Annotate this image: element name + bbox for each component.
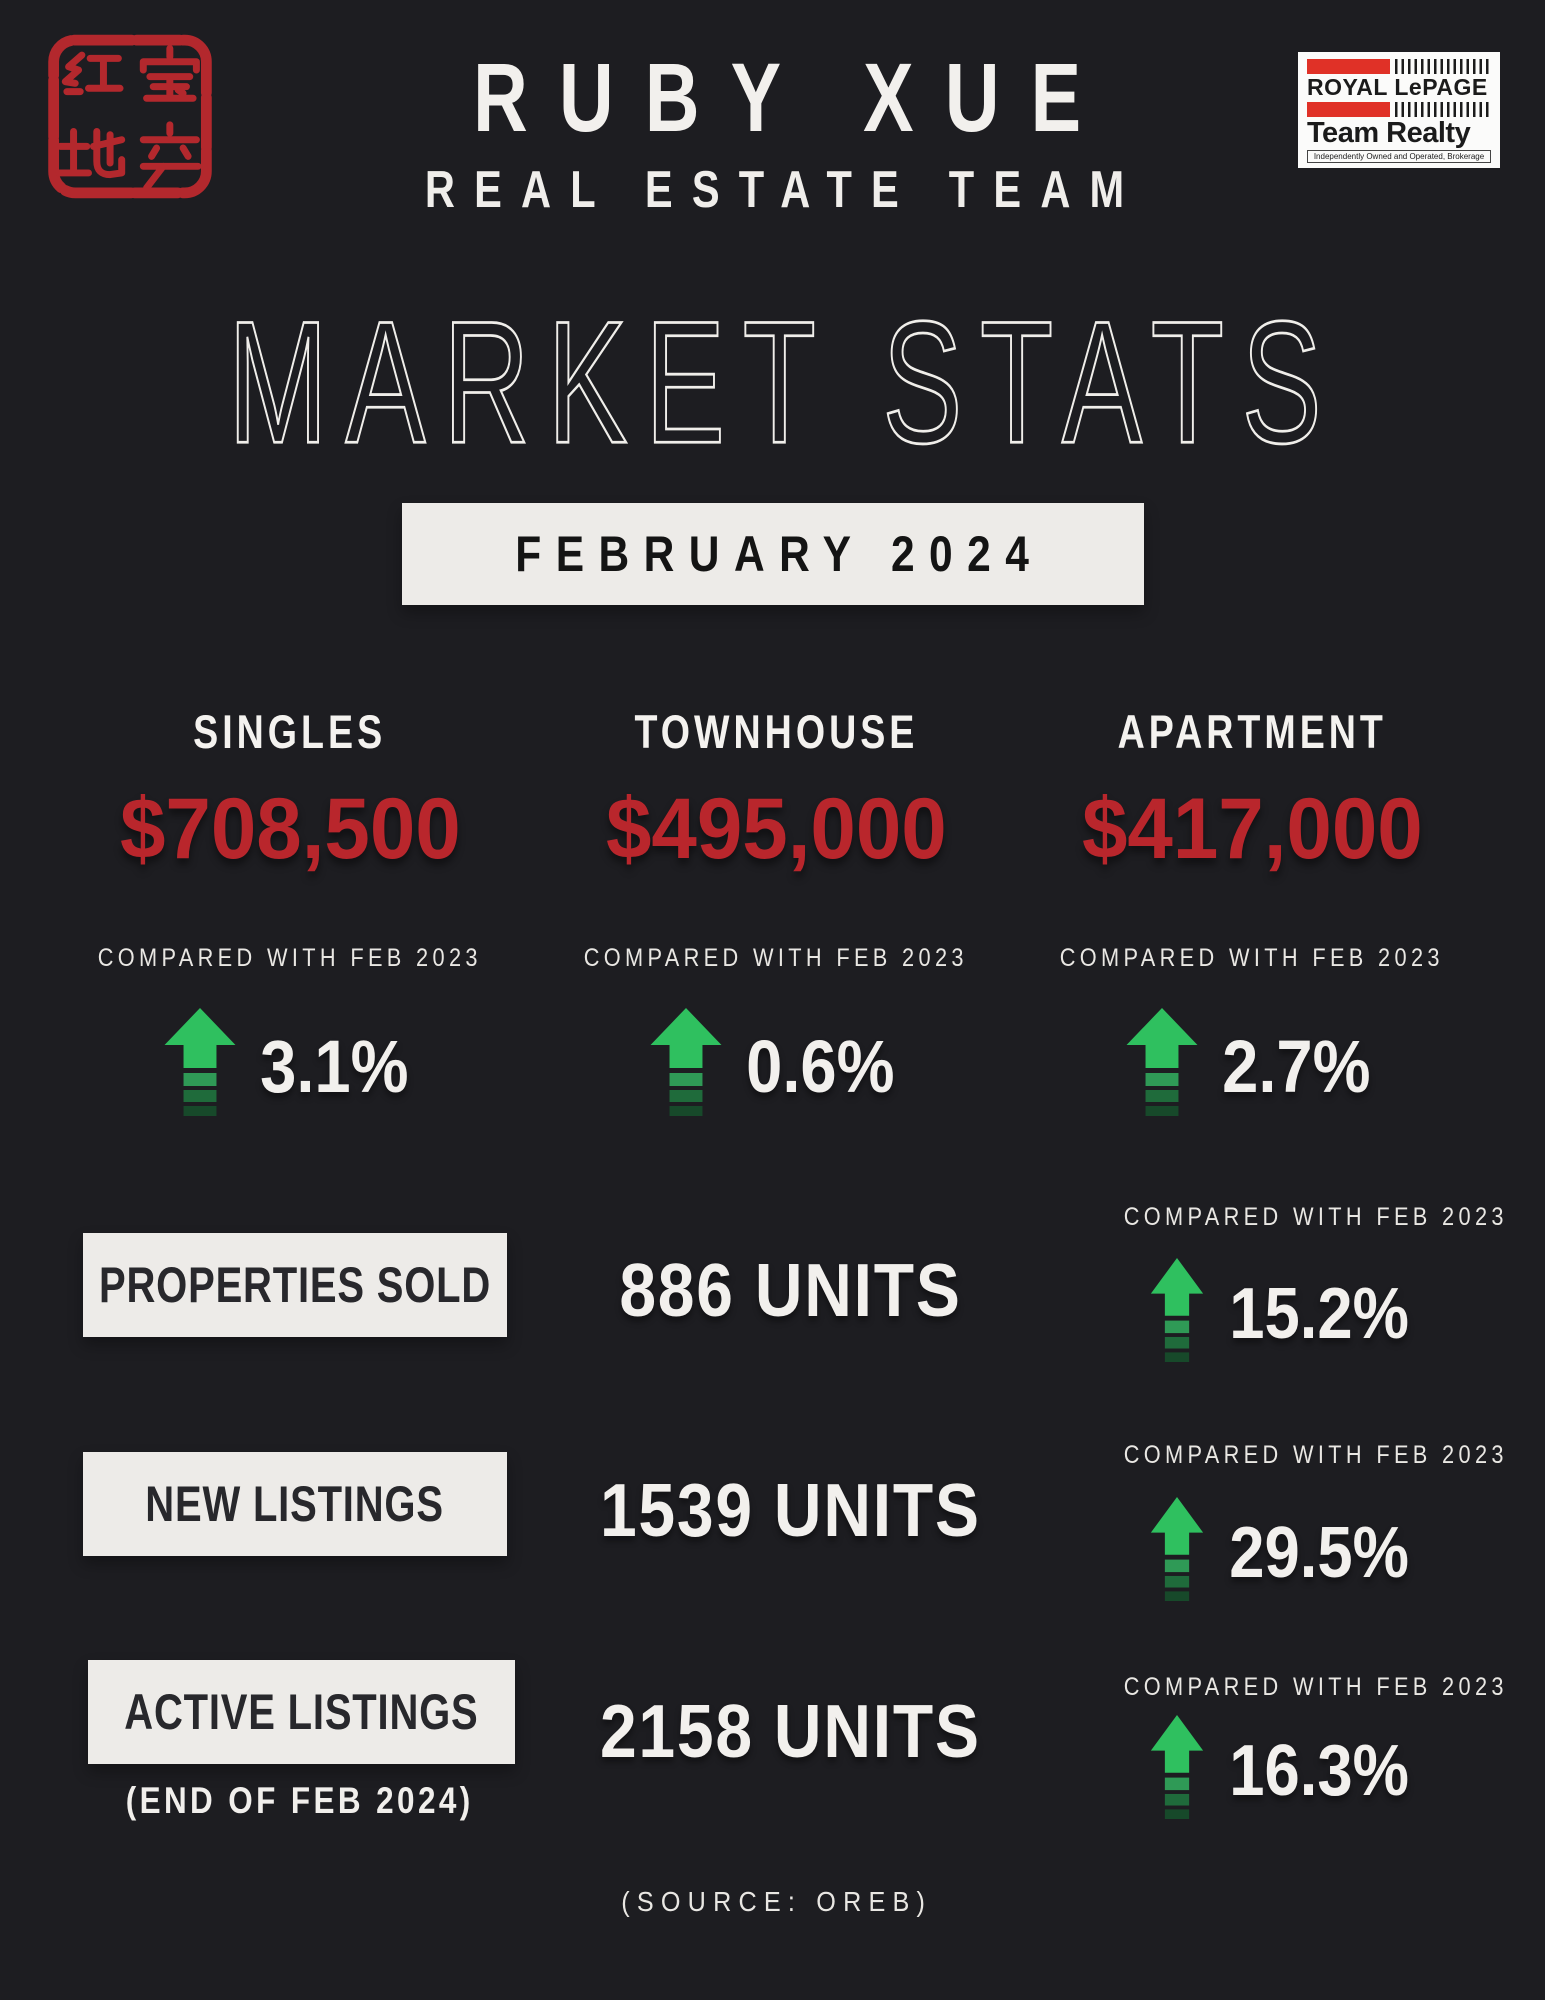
compare-label: COMPARED WITH FEB 2023 bbox=[1059, 944, 1445, 972]
column-header-townhouse: TOWNHOUSE bbox=[634, 705, 918, 758]
page-title: MARKET STATS bbox=[227, 283, 1340, 481]
singles-price: $708,500 bbox=[119, 781, 461, 877]
new-listings-change-value: 29.5% bbox=[1229, 1512, 1409, 1593]
new-listings-value: 1539 UNITS bbox=[599, 1468, 981, 1552]
column-header-apartment: APARTMENT bbox=[1117, 705, 1387, 758]
company-seal: 红宝地产 bbox=[47, 33, 213, 200]
logo-stripe-bar bbox=[1307, 101, 1491, 117]
apartment-price: $417,000 bbox=[1081, 781, 1423, 877]
townhouse-price: $495,000 bbox=[605, 781, 947, 877]
active-listings-change-value: 16.3% bbox=[1229, 1730, 1409, 1811]
compare-label: COMPARED WITH FEB 2023 bbox=[583, 944, 969, 972]
logo-royal-lepage-text: ROYAL LePAGE bbox=[1307, 74, 1488, 101]
properties-sold-change: 15.2% bbox=[1095, 1258, 1475, 1362]
compare-label: COMPARED WITH FEB 2023 bbox=[1123, 1673, 1508, 1701]
source-note: (SOURCE: OREB) bbox=[621, 1886, 932, 1917]
compare-label: COMPARED WITH FEB 2023 bbox=[1123, 1441, 1508, 1469]
compare-label: COMPARED WITH FEB 2023 bbox=[97, 944, 483, 972]
up-arrow-icon bbox=[1150, 1497, 1204, 1601]
logo-stripe-bar bbox=[1307, 59, 1491, 74]
column-header-singles: SINGLES bbox=[193, 705, 387, 758]
logo-brokerage-text: Independently Owned and Operated, Broker… bbox=[1307, 150, 1491, 163]
up-arrow-icon bbox=[164, 1008, 236, 1116]
royal-lepage-logo: ROYAL LePAGE Team Realty Independently O… bbox=[1298, 52, 1500, 168]
logo-red-bar bbox=[1307, 59, 1390, 74]
active-listings-change: 16.3% bbox=[1095, 1715, 1475, 1819]
singles-change: 3.1% bbox=[60, 1008, 520, 1116]
properties-sold-change-value: 15.2% bbox=[1229, 1273, 1409, 1354]
singles-change-value: 3.1% bbox=[259, 1024, 409, 1108]
active-listings-sublabel: (END OF FEB 2024) bbox=[126, 1780, 474, 1821]
brand-name: RUBY XUE bbox=[472, 43, 1113, 152]
logo-team-realty-text: Team Realty bbox=[1307, 116, 1471, 149]
brand-subtitle: REAL ESTATE TEAM bbox=[425, 161, 1144, 219]
period-label: FEBRUARY 2024 bbox=[515, 526, 1044, 582]
up-arrow-icon bbox=[1126, 1008, 1198, 1116]
new-listings-change: 29.5% bbox=[1095, 1497, 1475, 1601]
townhouse-change-value: 0.6% bbox=[745, 1024, 895, 1108]
up-arrow-icon bbox=[650, 1008, 722, 1116]
seal-stamp-icon bbox=[48, 34, 212, 199]
active-listings-label-box: ACTIVE LISTINGS bbox=[88, 1660, 515, 1764]
properties-sold-value: 886 UNITS bbox=[618, 1248, 962, 1332]
apartment-change-value: 2.7% bbox=[1221, 1024, 1371, 1108]
period-banner: FEBRUARY 2024 bbox=[401, 503, 1144, 605]
up-arrow-icon bbox=[1150, 1715, 1204, 1819]
apartment-change: 2.7% bbox=[1022, 1008, 1482, 1116]
logo-stripes bbox=[1394, 59, 1491, 74]
compare-label: COMPARED WITH FEB 2023 bbox=[1123, 1203, 1508, 1231]
properties-sold-label-box: PROPERTIES SOLD bbox=[83, 1233, 507, 1337]
up-arrow-icon bbox=[1150, 1258, 1204, 1362]
new-listings-label-box: NEW LISTINGS bbox=[83, 1452, 507, 1556]
logo-red-bar bbox=[1307, 101, 1390, 117]
logo-stripes bbox=[1394, 101, 1491, 117]
townhouse-change: 0.6% bbox=[546, 1008, 1006, 1116]
active-listings-value: 2158 UNITS bbox=[599, 1689, 981, 1773]
